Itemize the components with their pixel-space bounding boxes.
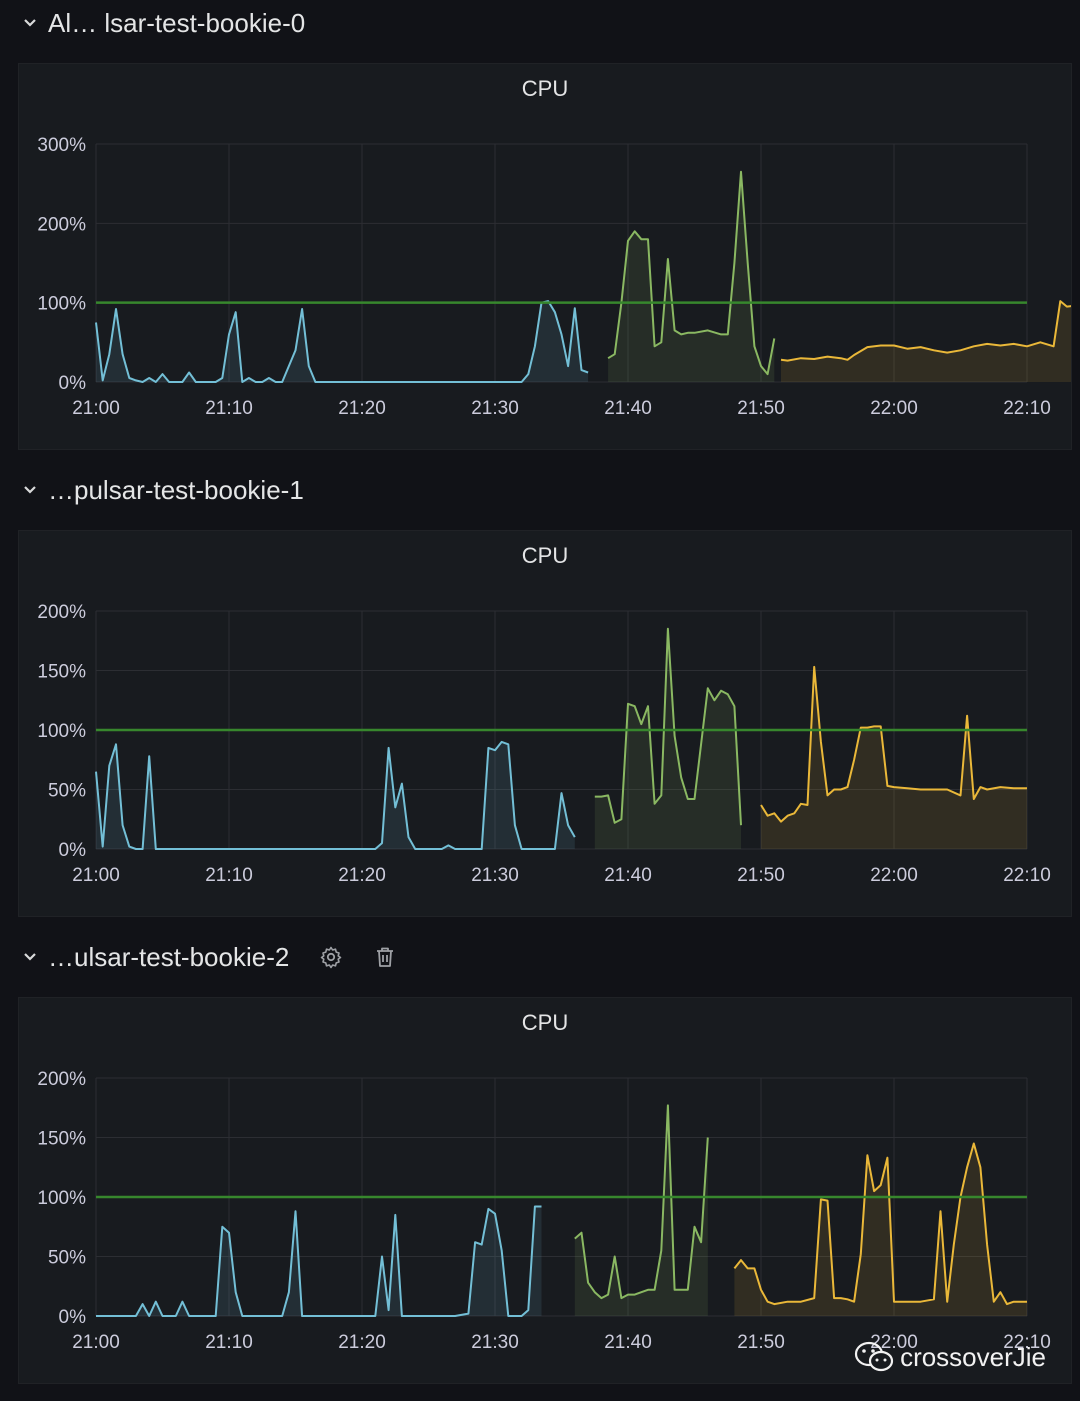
cpu-panel-bookie-2[interactable]: CPU 21:00 21:10 21:20 21:30 21:40 21:50 22:00 2… (18, 997, 1072, 1384)
x-tick-label: 21:00 (72, 1332, 120, 1353)
series-area-yellow (781, 301, 1071, 382)
x-tick-label: 21:00 (72, 865, 120, 886)
x-tick-label: 21:40 (604, 865, 652, 886)
cpu-panel-bookie-1[interactable]: CPU 21:00 21:10 21:20 21:30 21:40 21:50 22:00 2… (18, 530, 1072, 917)
chevron-down-icon[interactable] (22, 482, 38, 498)
y-tick-label: 50% (48, 1248, 86, 1269)
cpu-chart-bookie-0: 21:00 21:10 21:20 21:30 21:40 21:50 22:00 22:10… (37, 135, 1071, 419)
series-line-yellow (780, 300, 1071, 362)
y-tick-label: 0% (59, 1307, 87, 1328)
series-line-blue (95, 300, 589, 383)
x-tick-label: 21:50 (737, 1332, 785, 1353)
row-title: Al… lsar-test-bookie-0 (48, 7, 306, 38)
x-tick-label: 22:00 (870, 398, 918, 419)
row-title: …pulsar-test-bookie-1 (48, 474, 304, 505)
y-tick-label: 200% (37, 602, 86, 623)
row-header-bookie-1[interactable]: …pulsar-test-bookie-1 (22, 470, 304, 510)
y-tick-label: 0% (59, 840, 87, 861)
chevron-down-icon[interactable] (22, 15, 38, 31)
series-line-yellow (760, 665, 1027, 823)
x-tick-label: 21:30 (471, 1332, 519, 1353)
x-tick-label: 21:40 (604, 398, 652, 419)
y-tick-label: 300% (37, 135, 86, 156)
x-tick-label: 21:10 (205, 865, 253, 886)
x-tick-label: 22:10 (1003, 865, 1051, 886)
series-line-blue (95, 740, 576, 850)
x-tick-label: 21:10 (205, 1332, 253, 1353)
x-tick-label: 21:20 (338, 865, 386, 886)
series-line-green (607, 170, 776, 376)
gear-icon[interactable] (319, 945, 343, 969)
series-area-green (574, 1105, 708, 1316)
x-tick-label: 21:50 (737, 398, 785, 419)
x-tick-label: 22:10 (1003, 398, 1051, 419)
watermark: crossoverJie (854, 1341, 1046, 1373)
x-tick-label: 21:00 (72, 398, 120, 419)
x-tick-label: 21:30 (471, 398, 519, 419)
y-tick-label: 200% (37, 214, 86, 235)
y-tick-label: 0% (59, 373, 87, 394)
series-area-blue (96, 301, 589, 382)
x-tick-label: 21:50 (737, 865, 785, 886)
cpu-chart-bookie-1: 21:00 21:10 21:20 21:30 21:40 21:50 22:00 22:10… (37, 602, 1051, 886)
row-header-bookie-0[interactable]: Al… lsar-test-bookie-0 (22, 3, 305, 43)
series-line-blue (96, 1205, 542, 1317)
series-area-green (594, 628, 741, 849)
x-tick-label: 21:20 (338, 398, 386, 419)
x-tick-label: 22:00 (870, 865, 918, 886)
y-tick-label: 150% (37, 1129, 86, 1150)
series-line-green (574, 1104, 709, 1300)
x-tick-label: 21:20 (338, 1332, 386, 1353)
y-tick-label: 200% (37, 1069, 86, 1090)
series-area-blue (96, 741, 575, 849)
panel-title: CPU (521, 1010, 569, 1035)
cpu-chart-bookie-2: 21:00 21:10 21:20 21:30 21:40 21:50 22:00 22:10… (37, 1069, 1051, 1353)
watermark-text: crossoverJie (900, 1341, 1046, 1372)
series-area-yellow (761, 666, 1027, 849)
series-area-blue (96, 1206, 542, 1316)
y-tick-label: 150% (37, 662, 86, 683)
x-tick-label: 22:00 (870, 1332, 918, 1353)
panel-title: CPU (521, 543, 569, 568)
row-header-bookie-2[interactable]: …ulsar-test-bookie-2 (22, 937, 397, 977)
x-tick-label: 22:10 (1003, 1332, 1051, 1353)
series-line-green (594, 627, 742, 826)
y-tick-label: 100% (37, 721, 86, 742)
chevron-down-icon[interactable] (22, 949, 38, 965)
series-area-green (608, 171, 775, 382)
x-tick-label: 21:10 (205, 398, 253, 419)
cpu-panel-bookie-0[interactable]: CPU 21:00 21:10 21:20 21:30 21:40 21:50 22:00 2… (18, 63, 1072, 450)
x-tick-label: 21:40 (604, 1332, 652, 1353)
wechat-icon (854, 1341, 894, 1372)
series-area-yellow (734, 1143, 1027, 1316)
x-tick-label: 21:30 (471, 865, 519, 886)
trash-icon[interactable] (373, 945, 397, 969)
y-tick-label: 100% (37, 294, 86, 315)
series-line-yellow (733, 1142, 1027, 1306)
row-title: …ulsar-test-bookie-2 (48, 941, 290, 972)
y-tick-label: 50% (48, 781, 86, 802)
y-tick-label: 100% (37, 1188, 86, 1209)
panel-title: CPU (521, 76, 569, 101)
